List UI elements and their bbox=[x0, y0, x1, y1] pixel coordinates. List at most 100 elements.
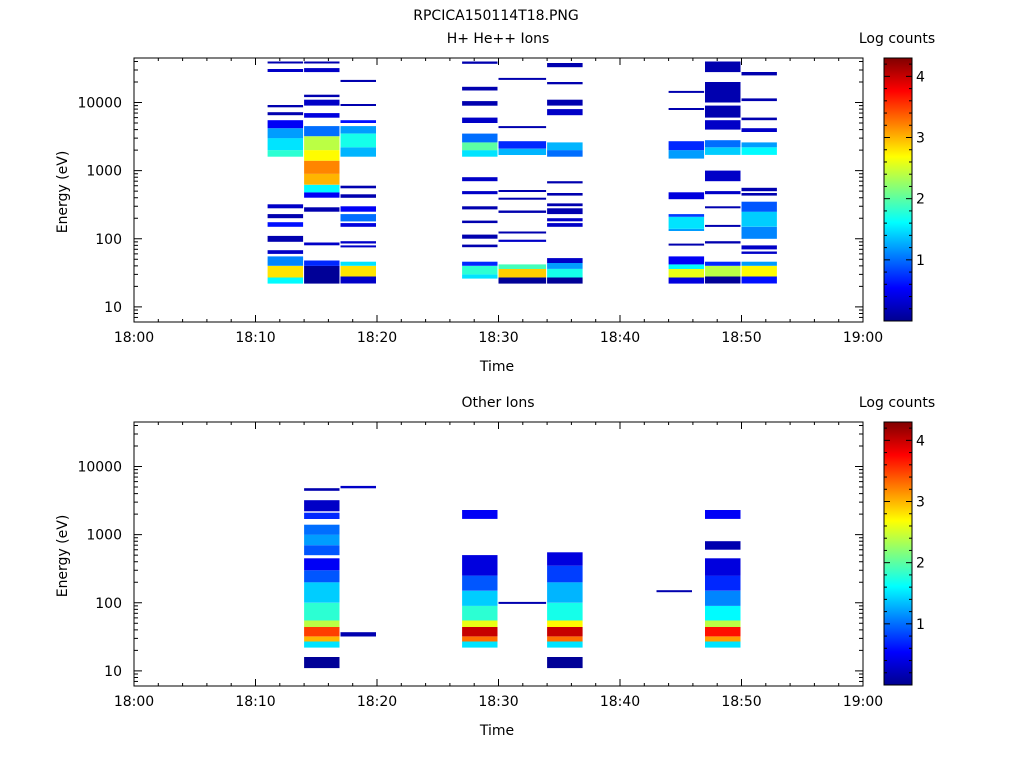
spectrogram-cell bbox=[498, 239, 547, 242]
spectrogram-cell bbox=[304, 500, 340, 512]
spectrogram-cell bbox=[340, 245, 376, 248]
colorbar-ticks: 1 2 3 4 bbox=[884, 427, 925, 674]
colorbar-label: Log counts bbox=[859, 395, 935, 411]
spectrogram-cell bbox=[340, 104, 376, 106]
spectrogram-cell bbox=[705, 206, 741, 209]
spectrogram-cell bbox=[304, 602, 340, 621]
spectrogram-cell bbox=[304, 534, 340, 546]
spectrogram-cell bbox=[668, 214, 705, 217]
spectrogram-cell bbox=[340, 133, 376, 148]
panel-title: Other Ions bbox=[461, 395, 534, 411]
spectrogram-cell bbox=[304, 207, 340, 212]
spectrogram-cell bbox=[705, 636, 741, 642]
spectrogram-cell bbox=[668, 243, 705, 246]
spectrogram-cell bbox=[498, 210, 547, 213]
spectrogram-cell bbox=[462, 510, 498, 519]
y-tick-label: 10000 bbox=[77, 460, 122, 476]
spectrogram-cell bbox=[668, 150, 705, 159]
spectrogram-cell bbox=[741, 276, 777, 284]
spectrogram-cell bbox=[547, 208, 583, 215]
spectrogram-cell bbox=[462, 133, 498, 143]
spectrogram-cell bbox=[498, 126, 547, 129]
spectrogram-cell bbox=[267, 222, 304, 227]
x-tick-label: 19:00 bbox=[843, 694, 883, 710]
spectrogram-cell bbox=[705, 147, 741, 155]
spectrogram-cell bbox=[267, 128, 304, 139]
spectrogram-cell bbox=[547, 193, 583, 196]
spectrogram-cell bbox=[304, 126, 340, 137]
spectrogram-cell bbox=[656, 590, 692, 593]
axis-ticks: 18:00 18:10 18:20 18:30 18:40 18:50 19:00 10 100… bbox=[77, 422, 883, 710]
spectrogram-cell bbox=[741, 193, 777, 196]
spectrogram-cell bbox=[741, 245, 777, 250]
spectrogram-cell bbox=[498, 141, 547, 149]
spectrogram-cell bbox=[668, 228, 705, 231]
spectrogram-cell bbox=[547, 181, 583, 184]
spectrogram-cell bbox=[547, 263, 583, 269]
spectrogram-cell bbox=[741, 98, 777, 102]
spectrogram-cell bbox=[304, 160, 340, 174]
spectrogram-cell bbox=[498, 231, 547, 234]
x-tick-label: 18:50 bbox=[721, 694, 761, 710]
spectrogram-cell bbox=[267, 250, 304, 254]
spectrogram-cell bbox=[340, 276, 376, 284]
spectrogram-cell bbox=[267, 214, 304, 219]
spectrogram-cell bbox=[304, 512, 340, 519]
spectrogram-cell bbox=[462, 244, 498, 248]
spectrogram-cell bbox=[498, 277, 547, 284]
spectrogram-cell bbox=[705, 620, 741, 627]
colorbar-tick-label: 3 bbox=[916, 131, 925, 147]
spectrogram-cell bbox=[705, 276, 741, 284]
spectrogram-cell bbox=[462, 234, 498, 239]
x-tick-label: 18:20 bbox=[357, 694, 397, 710]
spectrogram-cell bbox=[340, 147, 376, 157]
spectrogram-cell bbox=[705, 191, 741, 195]
spectrogram-cell bbox=[340, 206, 376, 212]
panel-other-ions: Other Ions Time Energy (eV) Log counts 1… bbox=[55, 395, 935, 739]
y-tick-label: 10000 bbox=[77, 96, 122, 112]
spectrogram-cell bbox=[340, 120, 376, 123]
spectrogram-cell bbox=[304, 545, 340, 556]
spectrogram-cell bbox=[462, 177, 498, 182]
spectrogram-cell bbox=[304, 636, 340, 642]
spectrogram-cells bbox=[267, 61, 777, 284]
spectrogram-cell bbox=[267, 69, 304, 72]
spectrogram-cell bbox=[462, 150, 498, 157]
y-axis-label: Energy (eV) bbox=[55, 151, 71, 234]
spectrogram-cell bbox=[462, 61, 498, 64]
colorbar-tick-label: 2 bbox=[916, 192, 925, 208]
spectrogram-cell bbox=[705, 558, 741, 576]
spectrogram-cell bbox=[340, 261, 376, 266]
spectrogram-cell bbox=[741, 211, 777, 227]
spectrogram-cell bbox=[705, 265, 741, 277]
x-tick-label: 18:10 bbox=[235, 330, 275, 346]
spectrogram-cell bbox=[304, 150, 340, 161]
spectrogram-cell bbox=[547, 223, 583, 227]
spectrogram-cell bbox=[304, 242, 340, 246]
y-tick-label: 100 bbox=[95, 596, 122, 612]
spectrogram-cell bbox=[668, 108, 705, 110]
spectrogram-cell bbox=[498, 197, 547, 200]
spectrogram-cell bbox=[340, 185, 376, 189]
spectrogram-cell bbox=[741, 251, 777, 254]
spectrogram-cell bbox=[267, 150, 304, 157]
spectrogram-cell bbox=[304, 260, 340, 266]
spectrogram-cell bbox=[304, 657, 340, 669]
spectrogram-cell bbox=[462, 117, 498, 123]
panel-title: H+ He++ Ions bbox=[447, 31, 550, 47]
spectrogram-cell bbox=[267, 105, 304, 108]
spectrogram-cell bbox=[705, 575, 741, 591]
spectrogram-cell bbox=[668, 277, 705, 284]
spectrogram-cell bbox=[547, 63, 583, 68]
spectrogram-cell bbox=[462, 555, 498, 576]
spectrogram-cell bbox=[267, 61, 304, 64]
spectrogram-cell bbox=[267, 112, 304, 116]
spectrogram-cell bbox=[340, 126, 376, 134]
spectrogram-cell bbox=[462, 206, 498, 210]
x-tick-label: 18:30 bbox=[478, 330, 518, 346]
spectrogram-cell bbox=[705, 605, 741, 621]
spectrogram-cell bbox=[741, 187, 777, 192]
spectrogram-cell bbox=[547, 150, 583, 157]
spectrogram-cell bbox=[340, 632, 376, 637]
